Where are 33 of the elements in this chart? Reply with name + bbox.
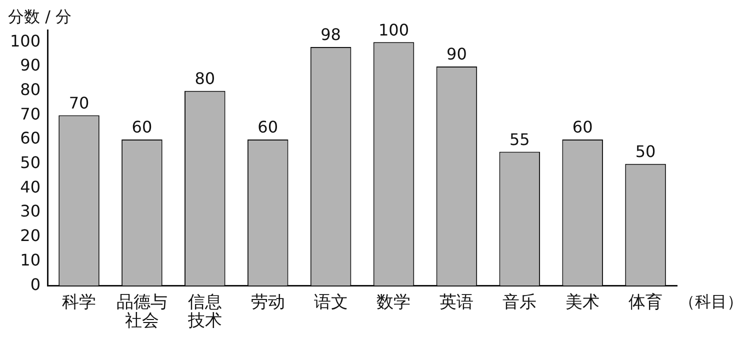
data-label: 70 bbox=[68, 93, 90, 112]
x-tick-label: 音乐 bbox=[502, 292, 537, 312]
data-label: 100 bbox=[378, 20, 410, 40]
y-tick-label: 10 bbox=[20, 250, 41, 270]
y-tick-label: 40 bbox=[20, 177, 41, 196]
y-tick-label: 100 bbox=[10, 31, 41, 50]
y-tick-label: 50 bbox=[20, 153, 41, 172]
y-tick-label: 70 bbox=[20, 104, 41, 124]
y-tick-label: 80 bbox=[20, 80, 41, 100]
data-label: 50 bbox=[635, 142, 656, 162]
x-tick-label: 数学 bbox=[376, 292, 411, 312]
x-tick-label: 语文 bbox=[314, 292, 348, 312]
x-tick-label: 英语 bbox=[440, 292, 474, 312]
data-label: 55 bbox=[509, 130, 530, 149]
x-axis-title: （科目） bbox=[679, 292, 743, 311]
x-tick-label: 美术 bbox=[566, 292, 600, 312]
y-axis-title: 分数 / 分 bbox=[8, 7, 72, 26]
y-tick-label: 0 bbox=[30, 274, 41, 294]
x-tick-label: 品德与社会 bbox=[116, 292, 168, 332]
y-tick-label: 30 bbox=[20, 202, 41, 221]
y-tick-label: 20 bbox=[20, 226, 41, 246]
y-tick-label: 60 bbox=[20, 128, 41, 148]
data-label: 80 bbox=[194, 69, 216, 88]
data-label: 98 bbox=[320, 25, 341, 44]
x-tick-label: 科学 bbox=[62, 292, 96, 312]
data-label: 60 bbox=[572, 118, 593, 137]
x-tick-label: 体育 bbox=[628, 292, 663, 312]
data-label: 90 bbox=[446, 44, 467, 64]
y-tick-label: 90 bbox=[20, 56, 41, 75]
data-label: 60 bbox=[258, 118, 278, 137]
x-tick-label: 信息技术 bbox=[186, 292, 222, 332]
x-tick-label: 劳动 bbox=[250, 292, 285, 312]
data-label: 60 bbox=[132, 118, 152, 137]
